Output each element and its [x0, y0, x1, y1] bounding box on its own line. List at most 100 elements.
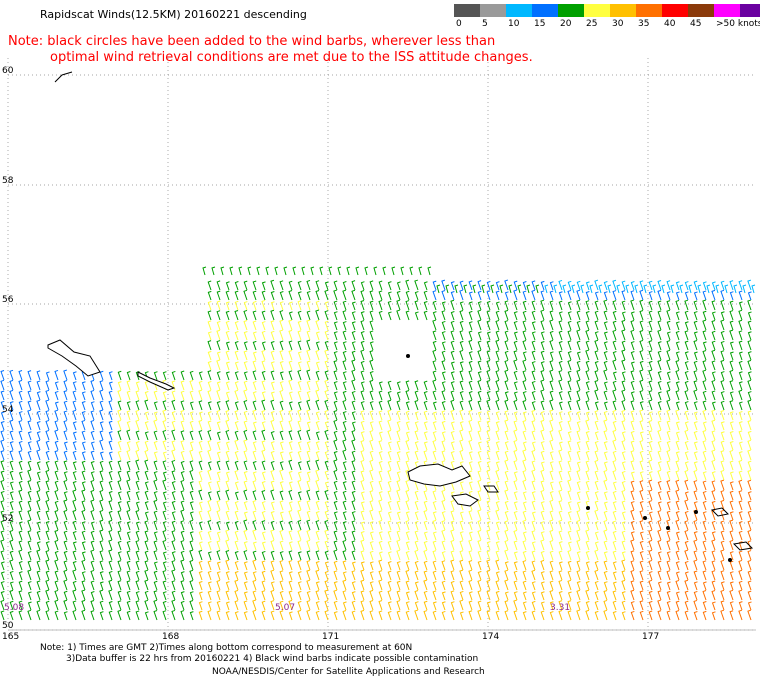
- wind-barb: [369, 390, 374, 401]
- wind-barb: [648, 399, 653, 411]
- wind-barb: [225, 480, 230, 491]
- wind-barb: [558, 470, 563, 481]
- wind-barb: [477, 379, 482, 391]
- wind-barb: [36, 490, 41, 501]
- wind-barb: [504, 591, 509, 601]
- wind-barb: [81, 580, 86, 591]
- wind-barb: [684, 410, 689, 421]
- wind-barb: [567, 479, 572, 491]
- wind-barb: [216, 290, 221, 301]
- wind-barb: [675, 500, 680, 511]
- wind-barb: [378, 570, 383, 581]
- wind-barb: [684, 340, 689, 351]
- wind-barb: [351, 511, 356, 521]
- lat-label: 60: [2, 66, 14, 76]
- wind-barb: [576, 329, 581, 341]
- wind-barb: [153, 451, 158, 461]
- wind-barb: [720, 431, 725, 441]
- wind-barb: [621, 451, 626, 461]
- wind-barb: [621, 409, 626, 421]
- wind-barb: [747, 399, 752, 411]
- wind-barb: [684, 560, 689, 571]
- wind-barb: [720, 319, 725, 331]
- wind-barb: [558, 489, 563, 501]
- wind-barb: [270, 370, 275, 381]
- wind-barb: [225, 601, 230, 611]
- wind-barb: [270, 529, 275, 541]
- wind-barb: [657, 359, 662, 371]
- time-label: 5.08: [4, 603, 24, 613]
- wind-barb: [513, 289, 518, 301]
- wind-barb: [180, 450, 185, 461]
- wind-barb: [684, 330, 689, 341]
- wind-barb: [369, 531, 374, 541]
- wind-barb: [684, 529, 689, 541]
- wind-barb: [378, 280, 383, 291]
- wind-barb: [612, 470, 617, 481]
- wind-barb: [666, 430, 671, 441]
- wind-barb: [171, 511, 176, 521]
- wind-barb: [306, 471, 311, 481]
- wind-barb: [207, 560, 212, 571]
- wind-barb: [225, 290, 230, 301]
- wind-barb: [666, 610, 671, 621]
- wind-barb: [261, 421, 266, 431]
- wind-barb: [315, 399, 320, 411]
- wind-barb: [162, 539, 167, 551]
- wind-barb: [360, 340, 365, 351]
- wind-barb: [657, 310, 662, 321]
- wind-barb: [468, 510, 473, 521]
- wind-barb: [99, 589, 104, 601]
- wind-barb: [261, 520, 266, 531]
- wind-barb: [657, 450, 662, 461]
- wind-barb: [504, 579, 509, 591]
- wind-barb: [432, 500, 437, 511]
- wind-barb: [639, 580, 644, 591]
- wind-barb: [36, 609, 41, 621]
- wind-barb: [603, 419, 608, 431]
- wind-barb: [261, 330, 266, 341]
- wind-barb: [216, 320, 221, 331]
- wind-barb: [180, 490, 185, 501]
- wind-barb: [108, 579, 113, 591]
- wind-barb: [423, 560, 428, 571]
- wind-barb: [711, 531, 716, 541]
- wind-barb: [594, 320, 599, 331]
- wind-barb: [720, 330, 725, 341]
- wind-barb: [729, 421, 734, 431]
- wind-barb: [216, 571, 221, 581]
- wind-barb: [423, 590, 428, 601]
- wind-barb: [621, 340, 626, 351]
- wind-barb: [459, 380, 464, 391]
- wind-barb: [648, 280, 653, 291]
- wind-barb: [36, 499, 41, 511]
- wind-barb: [144, 411, 149, 421]
- wind-barb: [63, 590, 68, 601]
- wind-barb: [369, 330, 374, 341]
- wind-barb: [270, 460, 275, 471]
- wind-barb: [405, 431, 410, 441]
- wind-barb: [639, 320, 644, 331]
- wind-barb: [225, 320, 230, 331]
- wind-barb: [486, 340, 491, 351]
- wind-barb: [558, 291, 563, 301]
- wind-barb: [369, 280, 374, 291]
- wind-barb: [486, 510, 491, 521]
- wind-barb: [675, 519, 680, 531]
- time-label: 3.31: [550, 603, 570, 613]
- wind-barb: [45, 600, 50, 611]
- wind-barb: [630, 539, 635, 551]
- wind-barb: [558, 591, 563, 601]
- wind-barb: [0, 591, 5, 601]
- wind-barb: [648, 549, 653, 561]
- wind-barb: [72, 471, 77, 481]
- wind-barb: [729, 431, 734, 441]
- wind-barb: [225, 529, 230, 541]
- wind-barb: [220, 266, 225, 276]
- wind-barb: [18, 549, 23, 561]
- wind-barb: [288, 349, 293, 361]
- wind-barb: [135, 550, 140, 561]
- wind-barb: [387, 551, 392, 561]
- wind-barb: [261, 391, 266, 401]
- wind-barb: [495, 571, 500, 581]
